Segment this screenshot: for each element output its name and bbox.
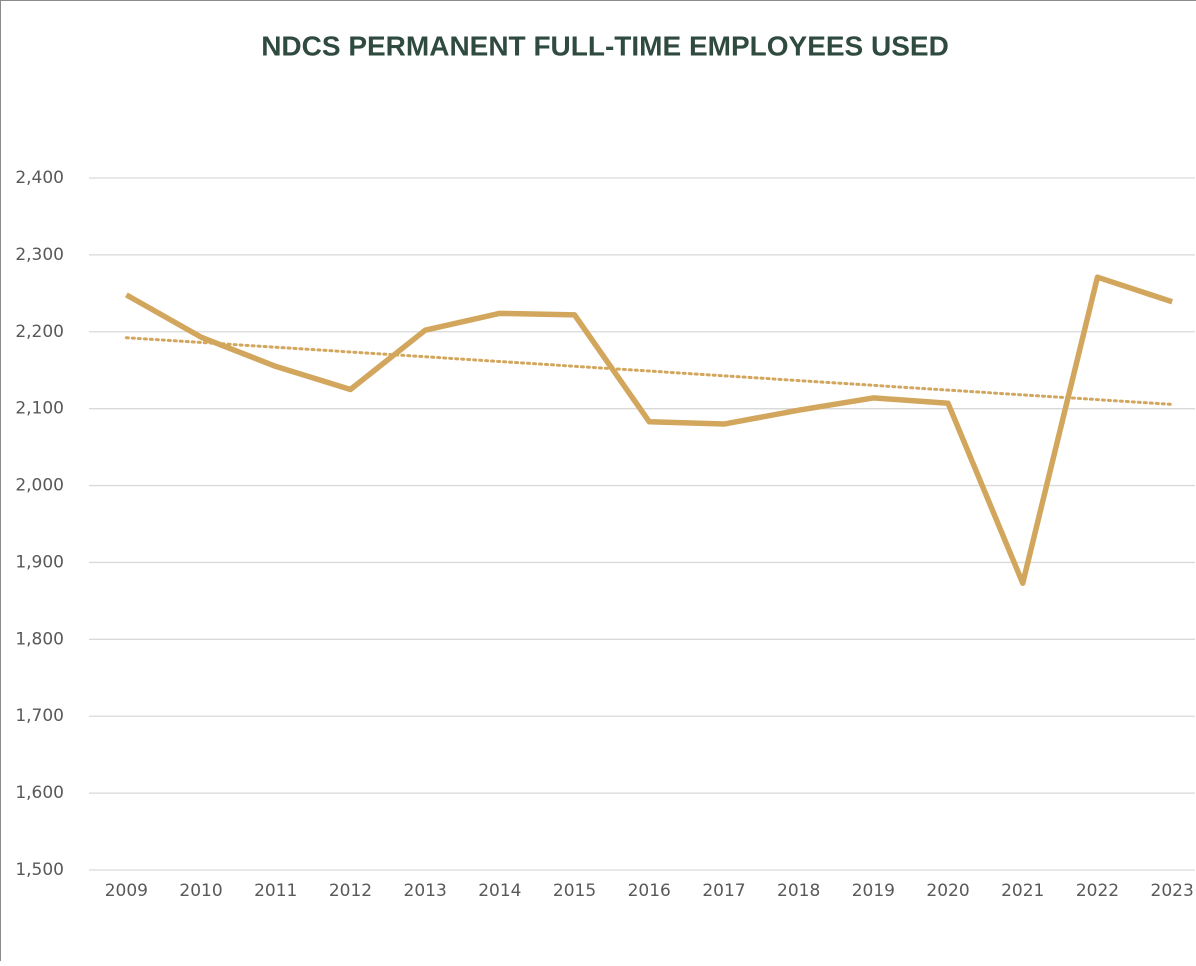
- y-tick-label: 2,200: [15, 322, 64, 342]
- x-tick-label: 2019: [852, 881, 895, 901]
- x-tick-label: 2013: [404, 881, 447, 901]
- x-tick-label: 2009: [105, 881, 148, 901]
- y-tick-label: 2,300: [15, 245, 64, 265]
- x-tick-label: 2016: [628, 881, 671, 901]
- y-tick-label: 1,800: [15, 629, 64, 649]
- y-tick-label: 2,000: [15, 476, 64, 496]
- y-tick-label: 2,100: [15, 399, 64, 419]
- x-tick-label: 2010: [179, 881, 222, 901]
- x-tick-label: 2014: [478, 881, 521, 901]
- y-tick-label: 1,500: [15, 860, 64, 880]
- x-tick-label: 2017: [702, 881, 745, 901]
- chart-title: NDCS PERMANENT FULL-TIME EMPLOYEES USED: [261, 30, 949, 61]
- x-tick-label: 2020: [926, 881, 969, 901]
- y-tick-label: 1,600: [15, 783, 64, 803]
- y-tick-label: 2,400: [15, 168, 64, 188]
- x-tick-label: 2023: [1151, 881, 1194, 901]
- y-tick-label: 1,700: [15, 706, 64, 726]
- y-tick-label: 1,900: [15, 552, 64, 572]
- x-tick-label: 2021: [1001, 881, 1044, 901]
- x-tick-label: 2011: [254, 881, 297, 901]
- x-tick-label: 2018: [777, 881, 820, 901]
- x-tick-label: 2012: [329, 881, 372, 901]
- x-tick-label: 2015: [553, 881, 596, 901]
- x-tick-label: 2022: [1076, 881, 1119, 901]
